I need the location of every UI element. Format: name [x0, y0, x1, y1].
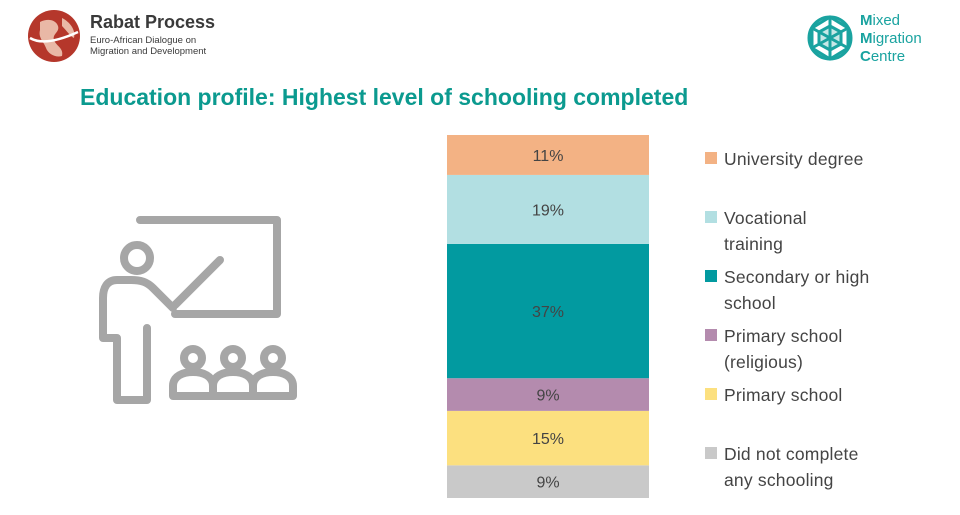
legend-item-2: Secondary or high school	[705, 264, 894, 316]
rabat-process-logo: Rabat Process Euro-African Dialogue on M…	[26, 8, 216, 68]
education-stacked-bar-chart: 9% 15% 9% 37% 19% 11%	[447, 135, 649, 498]
legend-label-2: Secondary or high school	[724, 264, 894, 316]
legend-label-0: University degree	[724, 146, 894, 172]
mmc-line3-initial: C	[860, 48, 871, 65]
rabat-process-subtitle: Euro-African Dialogue on Migration and D…	[90, 35, 206, 57]
mmc-line3-rest: entre	[870, 48, 906, 65]
bar-data-label-5: 11%	[533, 148, 564, 165]
legend-swatch-5	[705, 447, 717, 459]
legend-label-line-2: (religious)	[724, 352, 804, 372]
bar-segment-1	[447, 410, 649, 466]
rabat-globe-icon	[28, 10, 80, 62]
bar-data-label-2: 9%	[536, 388, 559, 405]
legend-swatch-3	[705, 329, 717, 341]
mmc-line2-initial: M	[860, 30, 873, 47]
bar-data-label-4: 19%	[532, 202, 564, 219]
legend-item-5: Did not complete any schooling	[705, 441, 894, 493]
legend-label-line-1: Did not complete	[724, 444, 859, 464]
legend-label-1: Vocational training	[724, 205, 894, 257]
legend-label-line-1: Primary school	[724, 385, 843, 405]
mmc-wordmark: Mixed Migration Centre	[860, 12, 922, 66]
legend-label-line-2: any schooling	[724, 470, 834, 490]
bar-segment-5	[447, 135, 649, 175]
bar-segment-3	[447, 243, 649, 379]
rabat-subtitle-line-2: Migration and Development	[90, 46, 207, 57]
legend-label-3: Primary school (religious)	[724, 323, 894, 375]
mixed-migration-centre-logo: Mixed Migration Centre	[804, 10, 954, 70]
teacher-classroom-icon	[99, 216, 297, 404]
page-title: Education profile: Highest level of scho…	[80, 84, 689, 110]
bar-segment-0	[447, 465, 649, 498]
legend-swatch-1	[705, 211, 717, 223]
legend-item-4: Primary school	[705, 382, 894, 408]
bar-data-label-0: 9%	[536, 475, 559, 492]
legend-item-1: Vocational training	[705, 205, 894, 257]
rabat-process-title: Rabat Process	[90, 12, 216, 32]
legend-label-line-1: Vocational	[724, 208, 807, 228]
mmc-geodesic-icon	[807, 15, 853, 61]
legend-label-4: Primary school	[724, 382, 894, 408]
mmc-line1-initial: M	[860, 12, 873, 29]
legend-swatch-0	[705, 152, 717, 164]
legend-label-line-2: training	[724, 234, 783, 254]
bar-segment-2	[447, 378, 649, 411]
legend-swatch-4	[705, 388, 717, 400]
mmc-line1-rest: ixed	[872, 12, 901, 29]
mmc-line2-rest: igration	[872, 30, 922, 47]
legend-label-line-1: Secondary or high	[724, 267, 870, 287]
bar-data-label-1: 15%	[532, 431, 564, 448]
legend-swatch-2	[705, 270, 717, 282]
bar-data-label-3: 37%	[532, 304, 564, 321]
legend-label-5: Did not complete any schooling	[724, 441, 894, 493]
bar-segment-4	[447, 174, 649, 244]
legend-item-0: University degree	[705, 146, 894, 172]
legend-label-line-1: University degree	[724, 149, 864, 169]
legend-label-line-1: Primary school	[724, 326, 843, 346]
legend-item-3: Primary school (religious)	[705, 323, 894, 375]
rabat-subtitle-line-1: Euro-African Dialogue on	[90, 35, 197, 46]
legend-label-line-2: school	[724, 293, 776, 313]
